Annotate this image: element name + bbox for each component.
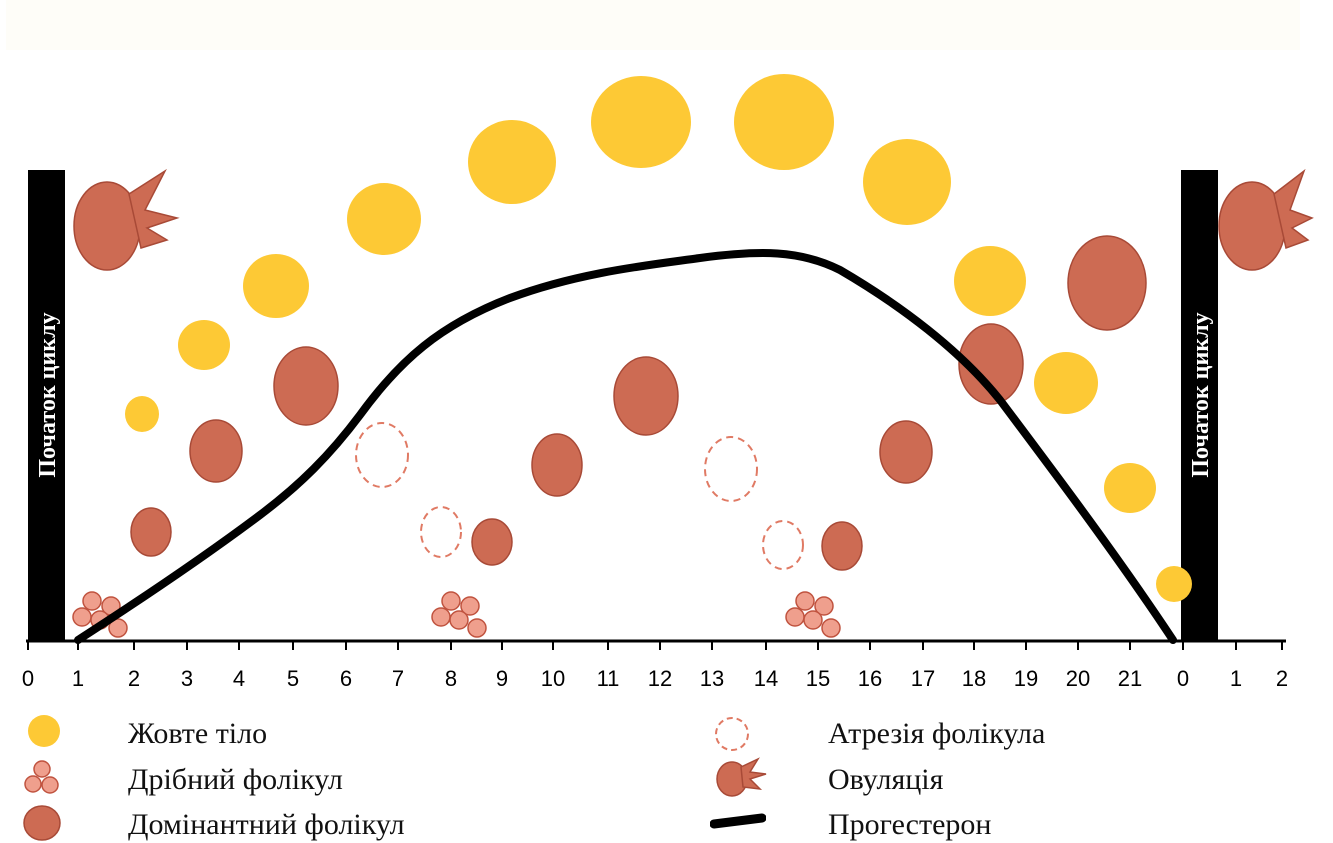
- ovulation: [73, 168, 180, 271]
- x-axis-tick-label: 6: [340, 666, 352, 691]
- x-axis-ticks: 0 1 2 3 4 5 6 7 8 9 10 11 12 13 14 15 16 17 18 19 20 21 0 1 2: [22, 641, 1288, 691]
- atresia-follicle: [762, 520, 804, 570]
- atresia-follicle: [355, 422, 409, 488]
- corpus-luteum: [347, 183, 421, 255]
- x-axis-tick-label: 8: [445, 666, 457, 691]
- corpus-luteum: [468, 120, 556, 204]
- x-axis-tick-label: 18: [962, 666, 986, 691]
- x-axis-tick-label: 12: [648, 666, 672, 691]
- legend-small-follicle-swatch: [24, 760, 59, 794]
- x-axis-tick-label: 15: [806, 666, 830, 691]
- progesterone-curve: [74, 249, 1177, 644]
- x-axis-tick-label: 2: [1276, 666, 1288, 691]
- legend-ovulation-label: Овуляція: [828, 763, 944, 796]
- cycle-start-label-left: Початок циклу: [35, 312, 61, 477]
- x-axis-tick-label: 0: [1177, 666, 1189, 691]
- atresia-group: [355, 422, 804, 570]
- x-axis-tick-label: 9: [496, 666, 508, 691]
- cycle-start-bar-left: Початок циклу: [28, 170, 65, 642]
- corpus-luteum: [954, 246, 1026, 316]
- dominant-follicle: [821, 521, 863, 571]
- dominant-follicle: [958, 323, 1024, 405]
- x-axis-tick-label: 3: [181, 666, 193, 691]
- dominant-follicle: [273, 346, 339, 426]
- legend-progesterone-swatch: [710, 813, 766, 829]
- x-axis-tick-label: 7: [392, 666, 404, 691]
- x-axis-tick-label: 5: [287, 666, 299, 691]
- legend-small-follicle-label: Дрібний фолікул: [128, 763, 343, 796]
- dominant-follicle-group: [130, 235, 1147, 571]
- x-axis-tick-label: 4: [233, 666, 245, 691]
- legend-dominant-follicle-swatch: [23, 805, 61, 841]
- x-axis-tick-label: 14: [754, 666, 778, 691]
- x-axis-tick-label: 17: [911, 666, 935, 691]
- dominant-follicle: [471, 518, 513, 566]
- legend-atresia-label: Атрезія фолікула: [828, 717, 1046, 750]
- x-axis-tick-label: 10: [541, 666, 565, 691]
- x-axis-tick-label: 11: [597, 666, 620, 691]
- x-axis-tick-label: 13: [700, 666, 724, 691]
- corpus-luteum-group: [125, 74, 1192, 602]
- corpus-luteum: [125, 396, 159, 432]
- x-axis-tick-label: 20: [1066, 666, 1090, 691]
- corpus-luteum: [178, 320, 230, 370]
- legend-corpus-luteum-swatch: [28, 715, 60, 747]
- ovulation: [1218, 168, 1314, 271]
- legend-ovulation-swatch: [716, 757, 767, 797]
- atresia-follicle: [420, 506, 462, 558]
- corpus-luteum: [863, 139, 951, 225]
- corpus-luteum: [1104, 463, 1156, 513]
- x-axis-tick-label: 1: [1230, 666, 1242, 691]
- dominant-follicle: [1067, 235, 1147, 331]
- dominant-follicle: [879, 420, 933, 484]
- corpus-luteum: [1034, 352, 1098, 414]
- x-axis-tick-label: 19: [1014, 666, 1038, 691]
- x-axis-tick-label: 0: [22, 666, 34, 691]
- legend-progesterone-label: Прогестерон: [828, 808, 992, 841]
- cycle-start-label-right: Початок циклу: [1188, 312, 1214, 477]
- small-follicle-cluster: [431, 591, 487, 638]
- legend-dominant-follicle-label: Домінантний фолікул: [128, 808, 405, 841]
- legend-atresia-swatch: [715, 717, 749, 751]
- x-axis-tick-label: 1: [72, 666, 84, 691]
- x-axis-tick-label: 21: [1118, 666, 1142, 691]
- atresia-follicle: [704, 436, 758, 502]
- cycle-start-bar-right: Початок циклу: [1181, 170, 1218, 642]
- small-follicle-cluster: [785, 591, 841, 638]
- corpus-luteum: [1156, 566, 1192, 602]
- dominant-follicle: [613, 356, 679, 436]
- x-axis-tick-label: 2: [128, 666, 140, 691]
- dominant-follicle: [531, 433, 583, 497]
- corpus-luteum: [243, 254, 309, 318]
- dominant-follicle: [189, 419, 243, 483]
- x-axis-tick-label: 16: [858, 666, 882, 691]
- corpus-luteum: [734, 74, 834, 170]
- corpus-luteum: [591, 76, 691, 168]
- top-band: [6, 0, 1300, 50]
- dominant-follicle: [130, 507, 172, 557]
- legend-corpus-luteum-label: Жовте тіло: [128, 717, 268, 750]
